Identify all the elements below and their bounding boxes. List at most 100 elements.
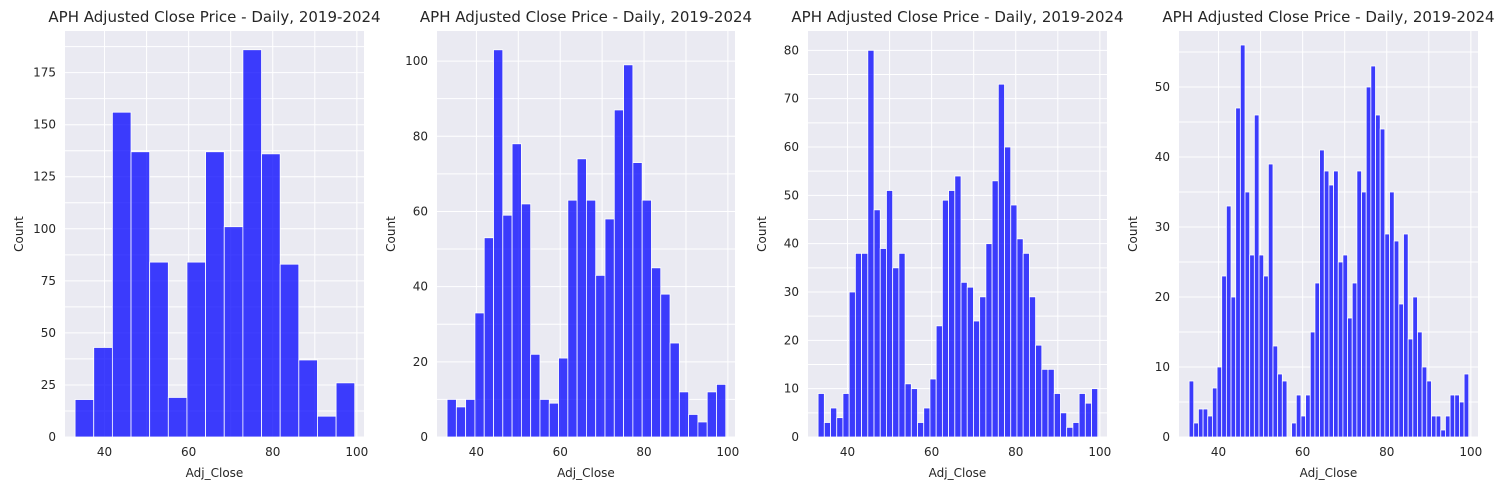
histogram-bar xyxy=(317,415,337,438)
histogram-bar xyxy=(446,399,457,438)
histogram-bar xyxy=(93,347,113,438)
histogram-bar xyxy=(1435,415,1442,438)
histogram-bar xyxy=(1328,184,1334,438)
histogram-bar xyxy=(1323,170,1330,438)
histogram-bar xyxy=(935,325,943,438)
y-tick-label: 50 xyxy=(1155,80,1170,94)
histogram-bar xyxy=(842,393,850,438)
histogram-bar xyxy=(111,111,132,438)
histogram-bar xyxy=(1393,240,1400,438)
histogram-bar xyxy=(817,393,825,438)
histogram-bar xyxy=(1459,401,1465,438)
y-tick-label: 125 xyxy=(33,170,56,184)
histogram-bar xyxy=(688,414,699,438)
y-tick-label: 40 xyxy=(784,237,799,251)
y-tick-label: 80 xyxy=(413,129,428,143)
y-tick-label: 40 xyxy=(1155,150,1170,164)
histogram-bar xyxy=(1449,394,1456,438)
histogram-bar xyxy=(1365,86,1372,438)
histogram-bar xyxy=(830,407,838,438)
histogram-bar xyxy=(1342,254,1348,438)
histogram-bar xyxy=(1091,388,1099,438)
histogram-bar xyxy=(1295,394,1302,438)
histogram-bar xyxy=(1281,380,1288,438)
chart-title: APH Adjusted Close Price - Daily, 2019-2… xyxy=(420,8,752,26)
histogram-bar xyxy=(1035,344,1043,438)
histogram-bar xyxy=(1004,146,1012,438)
histogram-bar xyxy=(1412,296,1418,438)
histogram-bar xyxy=(474,312,485,438)
histogram-bar xyxy=(223,226,244,438)
x-tick-label: 40 xyxy=(469,445,484,459)
histogram-bar xyxy=(1403,233,1409,438)
y-tick-label: 20 xyxy=(1155,290,1170,304)
histogram-bar xyxy=(1440,429,1446,438)
y-tick-label: 10 xyxy=(1155,360,1170,374)
x-tick-label: 80 xyxy=(1008,445,1023,459)
x-tick-label: 80 xyxy=(636,445,651,459)
y-tick-label: 60 xyxy=(413,204,428,218)
histogram-bar xyxy=(1445,415,1451,438)
x-tick-label: 100 xyxy=(716,445,739,459)
histogram-bar xyxy=(1211,387,1218,438)
histogram-bar xyxy=(613,109,624,438)
histogram-bar xyxy=(697,421,708,438)
histogram-bar xyxy=(1230,296,1237,438)
histogram-bar xyxy=(1337,261,1344,438)
histogram-bar xyxy=(279,263,300,438)
histogram-bar xyxy=(892,267,900,438)
histogram-bar xyxy=(586,199,597,438)
y-tick-label: 25 xyxy=(41,378,56,392)
x-axis-label: Adj_Close xyxy=(557,466,615,480)
histogram-bar xyxy=(465,399,476,438)
histogram-bar xyxy=(548,402,559,438)
histogram-bar xyxy=(1370,65,1376,438)
histogram-bar xyxy=(660,293,671,438)
histogram-bar xyxy=(1398,303,1404,438)
histogram-bar xyxy=(1060,412,1068,438)
histogram-bar xyxy=(898,252,906,438)
histogram-bar xyxy=(979,296,987,438)
histogram-bar xyxy=(205,151,225,438)
histogram-bar xyxy=(1066,426,1074,438)
y-tick-label: 10 xyxy=(784,382,799,396)
y-tick-label: 0 xyxy=(1162,430,1170,444)
histogram-bar xyxy=(917,422,925,438)
histogram-bar xyxy=(997,83,1005,438)
histogram-bar xyxy=(567,199,578,438)
histogram-bar xyxy=(1202,408,1209,438)
histogram-bar xyxy=(1426,380,1432,438)
histogram-bar xyxy=(1072,422,1080,438)
histogram-bar xyxy=(1258,254,1265,438)
histogram-bar xyxy=(1198,408,1204,438)
histogram-bar xyxy=(632,162,643,438)
histogram-bar xyxy=(1263,275,1269,438)
histogram-bar xyxy=(1379,128,1386,438)
histogram-bar xyxy=(854,252,862,438)
chart-title: APH Adjusted Close Price - Daily, 2019-2… xyxy=(48,8,380,26)
histogram-bar xyxy=(186,261,206,438)
histogram-bar xyxy=(1022,252,1030,438)
y-tick-label: 70 xyxy=(784,92,799,106)
y-tick-label: 175 xyxy=(33,66,56,80)
histogram-bar xyxy=(1207,415,1213,438)
histogram-bar xyxy=(941,199,949,438)
histogram-bar xyxy=(261,153,281,438)
y-tick-label: 50 xyxy=(41,326,56,340)
histogram-bar xyxy=(836,417,844,438)
histogram-bar xyxy=(167,397,188,438)
histogram-bar xyxy=(1239,44,1246,438)
histogram-bar xyxy=(1221,275,1227,438)
x-axis-label: Adj_Close xyxy=(929,466,987,480)
y-axis-label: Count xyxy=(755,216,769,252)
histogram-bar xyxy=(1421,366,1428,438)
chart-panel-4: 40 60 80 100 0 10 20 30 40 50 APH Adjusted Close P… xyxy=(1126,8,1495,480)
x-axis-label: Adj_Close xyxy=(186,466,244,480)
histogram-bar xyxy=(948,190,956,438)
histogram-bar xyxy=(1047,368,1055,438)
histogram-bar xyxy=(502,214,513,438)
histogram-bar xyxy=(1216,366,1223,438)
histogram-bar xyxy=(576,158,587,438)
x-tick-label: 40 xyxy=(97,445,112,459)
histogram-bar xyxy=(1235,107,1241,438)
